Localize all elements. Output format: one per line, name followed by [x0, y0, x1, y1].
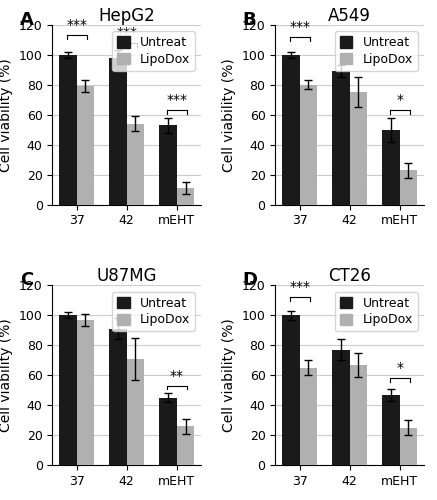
Bar — [399, 170, 417, 204]
Text: A: A — [20, 10, 34, 29]
Legend: Untreat, LipoDox: Untreat, LipoDox — [112, 31, 195, 71]
Y-axis label: Cell viability (%): Cell viability (%) — [0, 318, 13, 432]
Y-axis label: Cell viability (%): Cell viability (%) — [0, 58, 13, 172]
Y-axis label: Cell viability (%): Cell viability (%) — [222, 58, 236, 172]
Bar — [350, 92, 367, 204]
Bar — [332, 350, 350, 465]
Bar — [59, 316, 77, 465]
Bar — [159, 398, 177, 465]
Legend: Untreat, LipoDox: Untreat, LipoDox — [335, 31, 418, 71]
Bar — [159, 126, 177, 204]
Title: U87MG: U87MG — [97, 267, 157, 285]
Legend: Untreat, LipoDox: Untreat, LipoDox — [335, 292, 418, 332]
Text: D: D — [243, 271, 258, 289]
Text: *: * — [396, 361, 403, 375]
Title: HepG2: HepG2 — [98, 7, 155, 25]
Bar — [109, 58, 127, 204]
Bar — [282, 55, 300, 204]
Bar — [127, 358, 144, 465]
Bar — [109, 329, 127, 465]
Text: B: B — [243, 10, 256, 29]
Bar — [77, 320, 94, 465]
Bar — [177, 426, 194, 465]
Bar — [282, 316, 300, 465]
Text: ***: *** — [66, 18, 87, 32]
Bar — [399, 428, 417, 465]
Title: CT26: CT26 — [328, 267, 371, 285]
Bar — [59, 55, 77, 204]
Bar — [382, 130, 399, 204]
Text: ***: *** — [289, 20, 310, 34]
Text: C: C — [20, 271, 33, 289]
Text: ***: *** — [116, 26, 137, 40]
Bar — [300, 85, 317, 204]
Bar — [382, 394, 399, 465]
Bar — [332, 72, 350, 204]
Bar — [300, 368, 317, 465]
Bar — [177, 188, 194, 204]
Bar — [77, 86, 94, 204]
Text: *: * — [396, 94, 403, 108]
Bar — [127, 124, 144, 204]
Text: **: ** — [170, 368, 184, 382]
Legend: Untreat, LipoDox: Untreat, LipoDox — [112, 292, 195, 332]
Title: A549: A549 — [328, 7, 371, 25]
Bar — [350, 364, 367, 465]
Text: ***: *** — [166, 94, 187, 108]
Text: ***: *** — [289, 280, 310, 294]
Y-axis label: Cell viability (%): Cell viability (%) — [222, 318, 236, 432]
